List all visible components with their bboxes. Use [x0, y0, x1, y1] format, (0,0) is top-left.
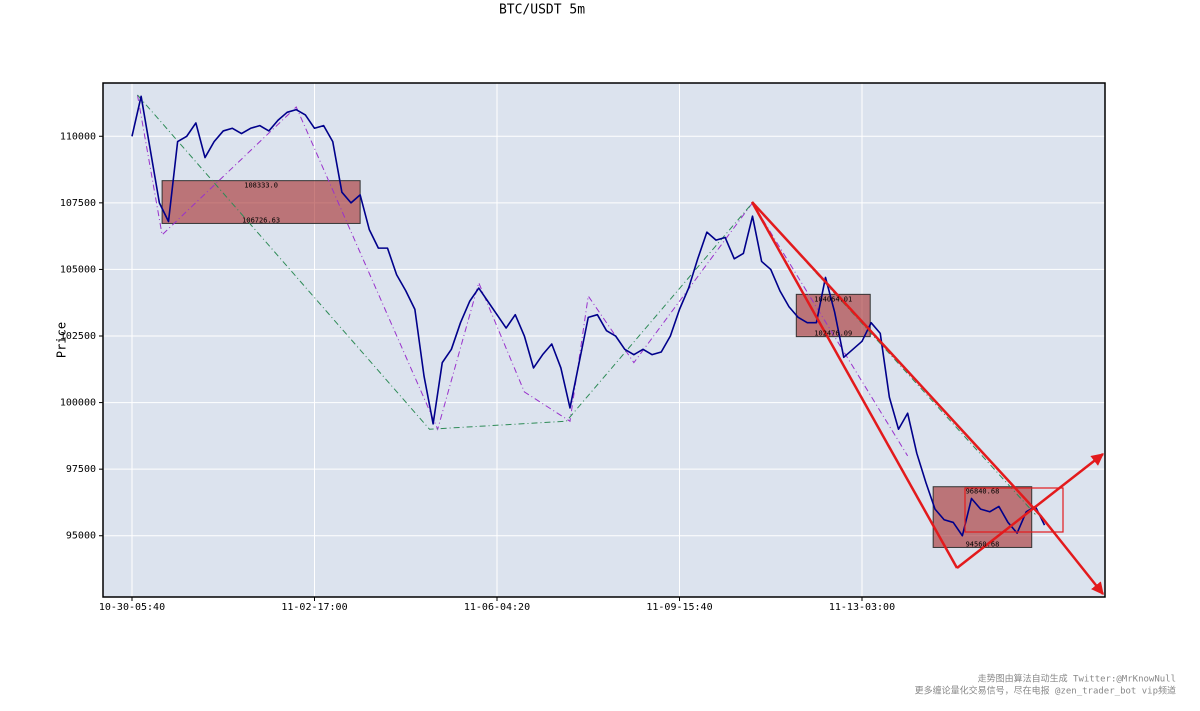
zone-low-label: 106726.63: [242, 216, 280, 224]
zone-box: [932, 486, 1033, 548]
labels: 95000 97500 100000 102500 105000 107500 110000…: [60, 131, 999, 613]
y-tick-label: 100000: [60, 398, 96, 409]
x-tick-label: 11-09-15:40: [646, 602, 712, 613]
plot-frame: [102, 82, 1106, 598]
projection-arrow: [956, 453, 1104, 569]
projection-box: [964, 487, 1064, 533]
y-tick-label: 105000: [60, 264, 96, 275]
y-tick-label: 107500: [60, 198, 96, 209]
chart-title: BTC/USDT 5m: [499, 3, 585, 18]
x-tick-label: 10-30-05:40: [99, 602, 165, 613]
footer-note: 更多缠论量化交易信号，尽在电报 @zen_trader_bot vip频道: [915, 685, 1176, 697]
y-tick-label: 102500: [60, 331, 96, 342]
pen-line: [136, 94, 909, 457]
zone-low-label: 94560.68: [966, 540, 1000, 548]
y-tick-label: 97500: [66, 464, 96, 475]
pens: [136, 94, 1036, 515]
y-tick-label: 110000: [60, 131, 96, 142]
y-tick-label: 95000: [66, 531, 96, 542]
zone-high-label: 108333.0: [244, 182, 278, 190]
trend-line: [751, 201, 1041, 516]
price-line: [131, 95, 1046, 537]
series: [131, 95, 1046, 537]
y-axis-label: Price: [55, 322, 69, 358]
x-tick-label: 11-13-03:00: [829, 602, 895, 613]
x-tick-label: 11-02-17:00: [281, 602, 347, 613]
zone-low-label: 102476.09: [814, 330, 852, 338]
x-tick-label: 11-06-04:20: [464, 602, 530, 613]
projection-lines: [750, 201, 1104, 595]
zone-high-label: 104064.01: [814, 295, 852, 303]
projection-arrow: [1039, 514, 1104, 595]
pen-line: [137, 94, 1036, 515]
zone-box: [161, 180, 361, 224]
trend-line: [750, 201, 959, 569]
footer-note: 走势图由算法自动生成 Twitter:@MrKnowNull: [978, 673, 1176, 685]
grid: [103, 83, 1105, 597]
zone-high-label: 96840.68: [966, 488, 1000, 496]
